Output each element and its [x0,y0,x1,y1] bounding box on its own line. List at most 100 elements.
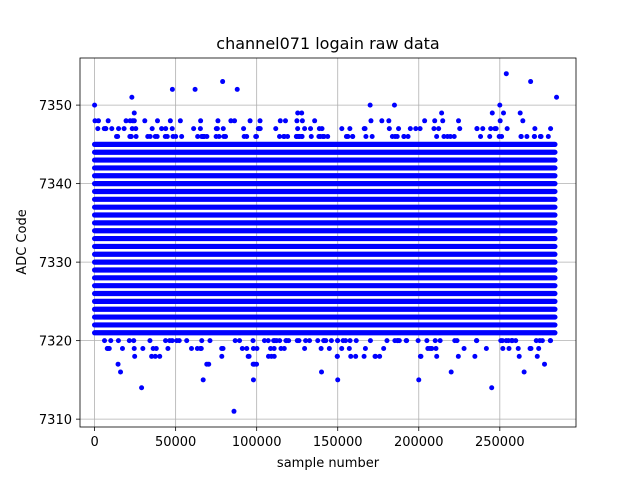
data-point [500,345,506,351]
data-point [433,345,439,351]
data-point [451,134,457,140]
data-point [95,126,101,132]
data-point [277,338,283,344]
data-point [157,353,163,359]
data-point [250,338,256,344]
data-point [167,118,173,124]
data-point [163,126,169,132]
outlier-point [118,369,124,375]
data-point [177,118,183,124]
data-point [216,134,222,140]
data-point [115,338,121,344]
data-point [343,338,349,344]
data-point [461,345,467,351]
data-point [188,345,194,351]
data-point [295,126,301,132]
y-tick-label: 7320 [39,335,72,350]
data-point [401,134,407,140]
data-point [432,118,438,124]
data-point [109,126,115,132]
x-tick-label: 150000 [313,435,363,450]
data-point [281,134,287,140]
outlier-point [497,102,503,108]
data-point [247,118,253,124]
data-point [191,126,197,132]
data-point [316,126,322,132]
data-point [518,134,524,140]
outlier-point [234,86,240,92]
data-point [119,345,125,351]
data-point [539,338,545,344]
data-point [149,353,155,359]
data-point [265,353,271,359]
y-tick-label: 7330 [39,256,72,271]
data-point [425,345,431,351]
data-point [386,118,392,124]
data-point [548,338,554,344]
data-point [347,126,353,132]
data-point [339,345,345,351]
data-point [167,338,173,344]
data-point [126,338,132,344]
data-point [207,338,213,344]
data-point [328,338,334,344]
data-point [346,345,352,351]
data-point [386,126,392,132]
data-point [165,345,171,351]
x-axis-label: sample number [277,456,380,471]
data-point [254,345,260,351]
data-point [201,134,207,140]
data-point [114,134,120,140]
data-point [520,118,526,124]
data-point [197,345,203,351]
data-point [379,118,385,124]
data-point [131,110,137,116]
data-point [515,345,521,351]
data-point [474,338,480,344]
data-point [431,126,437,132]
outlier-point [139,385,145,391]
data-point [369,134,375,140]
data-point [295,110,301,116]
data-point [239,345,245,351]
data-point [456,118,462,124]
data-point [403,338,409,344]
outlier-point [200,377,206,383]
data-point [457,126,463,132]
data-point [277,134,283,140]
data-point [179,134,185,140]
data-point [532,126,538,132]
data-point [220,126,226,132]
data-point [128,134,134,140]
data-point [372,353,378,359]
data-point [396,126,402,132]
data-point [434,134,440,140]
data-point [368,118,374,124]
outlier-point [416,377,422,383]
data-point [152,353,158,359]
data-point [105,345,111,351]
data-point [488,126,494,132]
x-tick-label: 0 [90,435,98,450]
data-point [299,118,305,124]
x-tick-label: 200000 [394,435,444,450]
data-point [361,353,367,359]
data-point [432,338,438,344]
data-point [548,126,554,132]
data-point [429,345,435,351]
chart-title: channel071 logain raw data [216,34,439,53]
data-point [353,353,359,359]
data-point [204,361,210,367]
data-point [452,338,458,344]
data-point [489,110,495,116]
outlier-point [335,377,341,383]
data-point [219,353,225,359]
data-point [363,134,369,140]
data-point [527,345,533,351]
outlier-point [250,377,256,383]
data-point [116,126,122,132]
data-point [440,118,446,124]
data-point [492,126,498,132]
data-point [343,134,349,140]
data-point [170,134,176,140]
